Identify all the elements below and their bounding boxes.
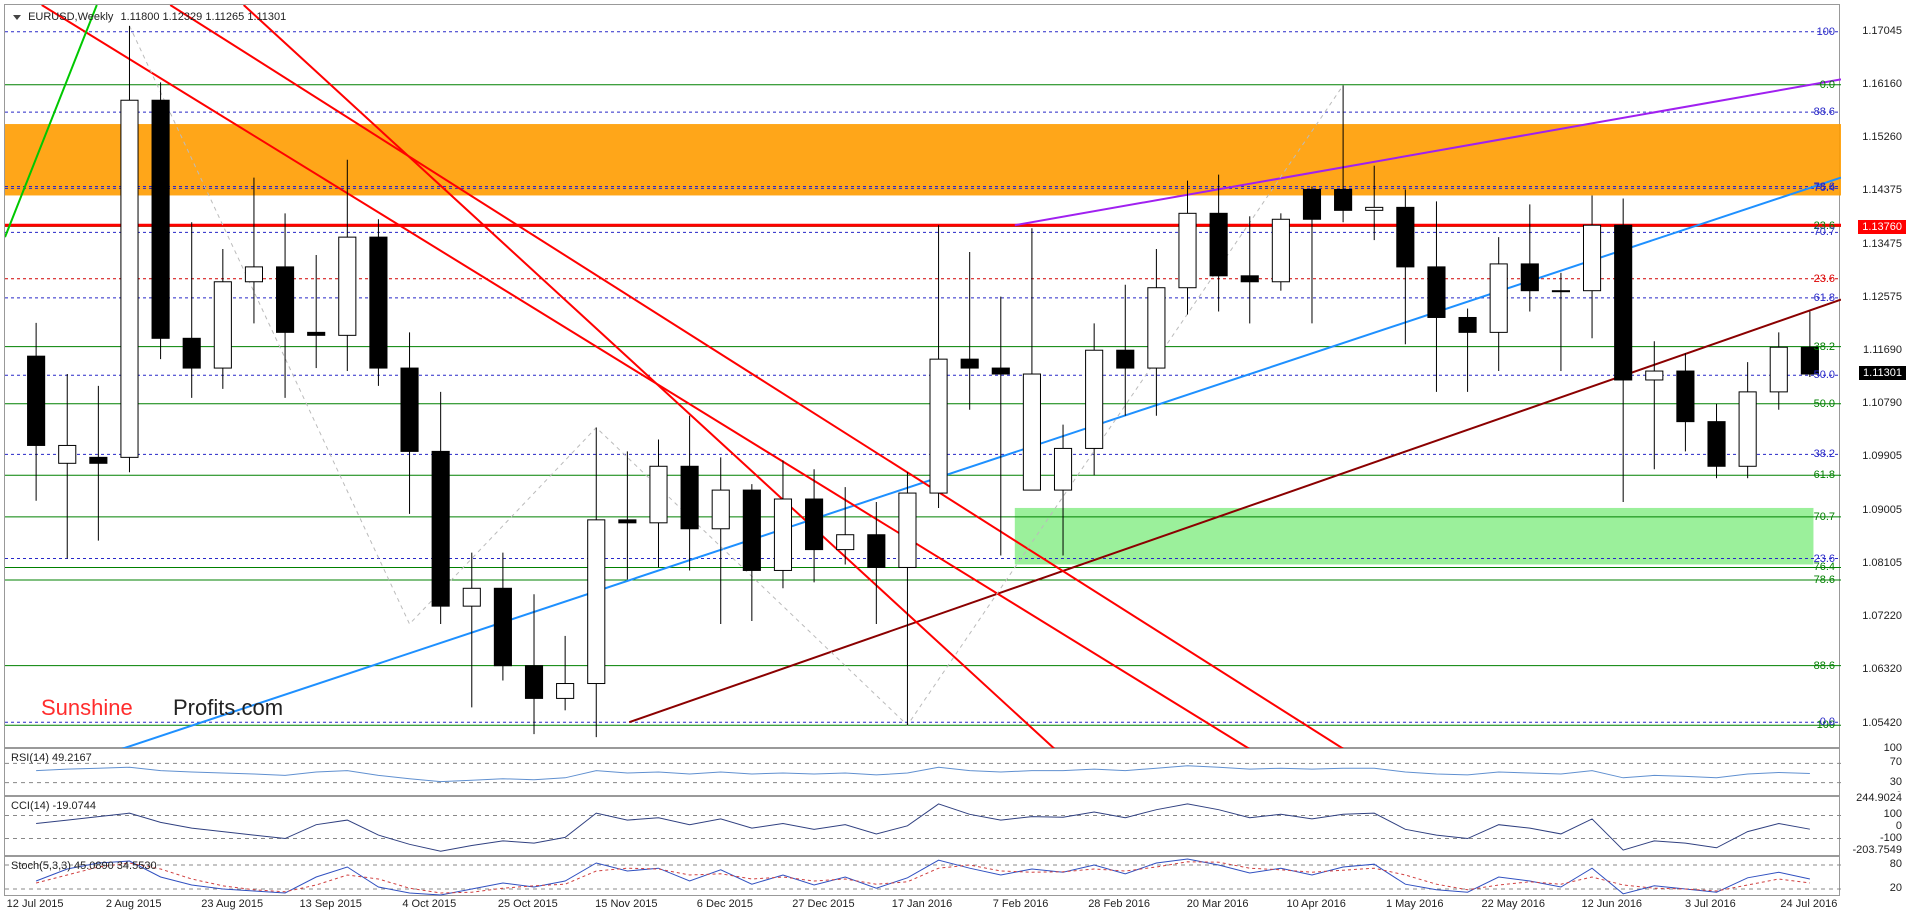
indicator-tick: 244.9024 [1854, 792, 1904, 804]
date-tick: 24 Jul 2016 [1780, 898, 1837, 910]
indicator-tick: 100 [1882, 742, 1904, 754]
indicator-tick: 80 [1888, 858, 1904, 870]
date-tick: 20 Mar 2016 [1187, 898, 1249, 910]
fib-label: 76.4 [1814, 182, 1835, 194]
date-tick: 12 Jul 2015 [7, 898, 64, 910]
fib-label: 50.0 [1814, 398, 1835, 410]
indicator-tick: 30 [1888, 776, 1904, 788]
fib-label: 38.2 [1814, 448, 1835, 460]
price-tick: 1.14375 [1860, 184, 1904, 196]
time-axis: 12 Jul 2015 2 Aug 2015 23 Aug 2015 13 Sep 2… [4, 896, 1840, 920]
fib-label: 70.7 [1814, 511, 1835, 523]
date-tick: 6 Dec 2015 [697, 898, 753, 910]
date-tick: 10 Apr 2016 [1286, 898, 1345, 910]
price-tick: 1.15260 [1860, 131, 1904, 143]
date-tick: 7 Feb 2016 [993, 898, 1049, 910]
indicator-tick: -203.7549 [1850, 844, 1904, 856]
price-tick: 1.11690 [1861, 344, 1904, 356]
fib-label: 23.6 [1814, 553, 1835, 565]
fib-label: 23.6 [1814, 273, 1835, 285]
date-tick: 15 Nov 2015 [595, 898, 657, 910]
stoch-panel[interactable]: Stoch(5,3,3) 45.0890 34.5530 [4, 856, 1840, 896]
date-tick: 23 Aug 2015 [201, 898, 263, 910]
date-tick: 4 Oct 2015 [402, 898, 456, 910]
price-tick: 1.09905 [1860, 450, 1904, 462]
stoch-axis: 2080 [1840, 856, 1906, 896]
price-tick: 1.05420 [1860, 717, 1904, 729]
date-tick: 27 Dec 2015 [792, 898, 854, 910]
indicator-tick: 0 [1894, 820, 1904, 832]
indicator-tick: 70 [1888, 756, 1904, 768]
chart-title-bar: EURUSD,Weekly 1.11800 1.12329 1.11265 1.… [13, 11, 286, 23]
watermark-sunshine: Sunshine [41, 695, 133, 721]
symbol-label: EURUSD,Weekly [28, 11, 113, 23]
date-tick: 17 Jan 2016 [892, 898, 953, 910]
fib-label: 70.7 [1814, 226, 1835, 238]
date-tick: 3 Jul 2016 [1685, 898, 1736, 910]
fib-label: 78.6 [1814, 574, 1835, 586]
rsi-panel[interactable]: RSI(14) 49.2167 [4, 748, 1840, 796]
price-tick: 1.07220 [1860, 610, 1904, 622]
fib-label: 61.8 [1814, 292, 1835, 304]
indicator-tick: 20 [1888, 882, 1904, 894]
cci-svg [5, 797, 1841, 857]
indicator-tick: -100 [1878, 832, 1904, 844]
date-tick: 25 Oct 2015 [498, 898, 558, 910]
date-tick: 2 Aug 2015 [106, 898, 162, 910]
indicator-tick: 100 [1882, 808, 1904, 820]
chevron-down-icon[interactable] [13, 15, 21, 20]
rsi-svg [5, 749, 1841, 797]
price-tick: 1.10790 [1860, 397, 1904, 409]
date-tick: 1 May 2016 [1386, 898, 1443, 910]
date-tick: 22 May 2016 [1481, 898, 1545, 910]
price-tick: 1.08105 [1860, 557, 1904, 569]
fib-label: 50.0 [1814, 369, 1835, 381]
fib-label: 100 [1817, 26, 1835, 38]
date-tick: 28 Feb 2016 [1088, 898, 1150, 910]
price-tick: 1.09005 [1860, 504, 1904, 516]
fib-label: 0.0 [1820, 716, 1835, 728]
fib-label: 38.2 [1814, 341, 1835, 353]
watermark-profits: Profits.com [173, 695, 283, 721]
fib-label: 88.6 [1814, 660, 1835, 672]
date-tick: 13 Sep 2015 [300, 898, 362, 910]
price-tick: 1.16160 [1860, 78, 1904, 90]
fib-label: 61.8 [1814, 469, 1835, 481]
price-tick: 1.06320 [1860, 663, 1904, 675]
ohlc-label: 1.11800 1.12329 1.11265 1.11301 [121, 11, 287, 23]
stoch-label: Stoch(5,3,3) 45.0890 34.5530 [11, 860, 157, 872]
price-tick: 1.17045 [1860, 25, 1904, 37]
cci-axis: 244.90241000-100-203.7549 [1840, 796, 1906, 856]
current-price-tag: 1.11301 [1859, 366, 1906, 380]
fib-label: 88.6 [1814, 106, 1835, 118]
price-tick: 1.12575 [1860, 291, 1904, 303]
rsi-label: RSI(14) 49.2167 [11, 752, 92, 764]
stoch-svg [5, 857, 1841, 897]
rsi-axis: 03070100 [1840, 748, 1906, 796]
main-chart-svg [5, 5, 1841, 749]
resistance-price-tag: 1.13760 [1858, 220, 1906, 234]
main-price-chart[interactable]: EURUSD,Weekly 1.11800 1.12329 1.11265 1.… [4, 4, 1840, 748]
date-tick: 12 Jun 2016 [1582, 898, 1643, 910]
cci-panel[interactable]: CCI(14) -19.0744 [4, 796, 1840, 856]
price-axis: 1.17045 1.16160 1.15260 1.14375 1.13475 1.125… [1840, 4, 1906, 748]
fib-label: 0.0 [1820, 79, 1835, 91]
cci-label: CCI(14) -19.0744 [11, 800, 96, 812]
price-tick: 1.13475 [1860, 238, 1904, 250]
